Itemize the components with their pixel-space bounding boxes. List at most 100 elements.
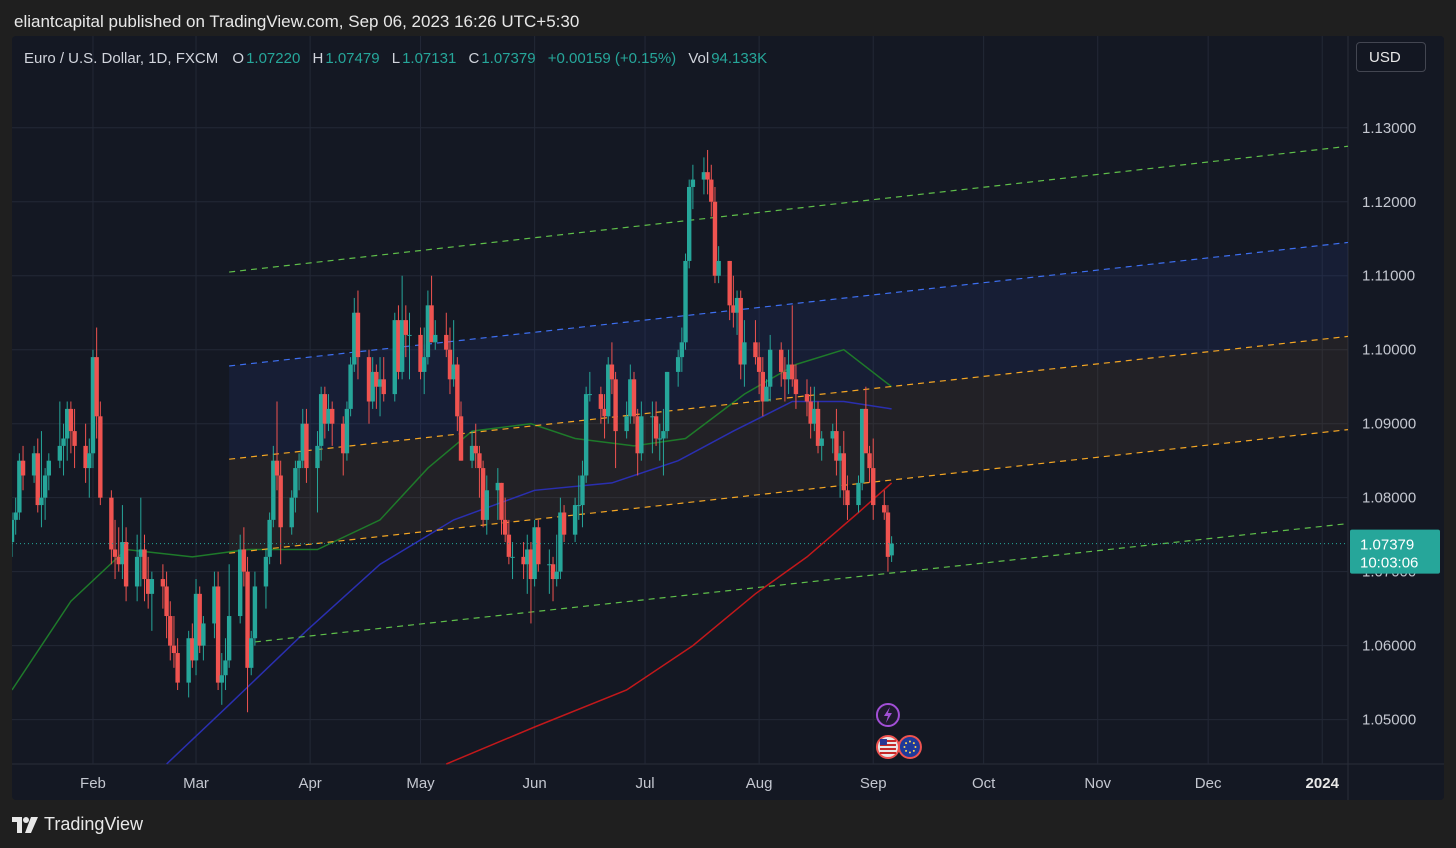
candle xyxy=(867,445,872,483)
chart-panel[interactable]: 1.050001.060001.070001.080001.090001.100… xyxy=(12,36,1444,800)
candle xyxy=(469,431,475,469)
x-tick-label: Sep xyxy=(860,775,887,792)
candle xyxy=(315,431,320,513)
x-tick-label: Nov xyxy=(1084,775,1111,792)
candle xyxy=(812,386,817,432)
close-value: 1.07379 xyxy=(481,50,536,67)
candle-body xyxy=(609,364,615,380)
candle-body xyxy=(215,586,221,683)
candle xyxy=(583,386,589,483)
candle-body xyxy=(812,408,817,424)
candle xyxy=(473,423,478,469)
candle-body xyxy=(561,512,567,535)
candle-body xyxy=(374,371,379,387)
candle-body xyxy=(764,386,769,402)
candle-body xyxy=(528,549,534,580)
candle xyxy=(738,290,743,380)
candle xyxy=(830,423,835,454)
candle-body xyxy=(506,534,512,557)
us-flag-event-icon[interactable] xyxy=(875,735,900,759)
candle-body xyxy=(871,468,876,506)
candle xyxy=(679,327,685,372)
eu-flag-event-icon[interactable] xyxy=(897,735,922,759)
candle-body xyxy=(602,408,607,417)
candle-body xyxy=(687,186,692,261)
candle-body xyxy=(675,357,681,372)
candle-body xyxy=(318,394,324,446)
candle xyxy=(444,312,449,358)
candle-body xyxy=(399,320,405,372)
candle-body xyxy=(293,468,298,498)
candle xyxy=(863,386,869,454)
candle-body xyxy=(716,260,721,276)
candle-body xyxy=(484,490,489,520)
candle xyxy=(249,630,254,676)
candle-body xyxy=(274,460,280,476)
candle-body xyxy=(341,423,346,454)
candle xyxy=(613,371,618,469)
tradingview-brand[interactable]: TradingView xyxy=(12,814,143,835)
candle xyxy=(712,186,718,284)
candle xyxy=(767,334,773,402)
lightning-event-icon[interactable] xyxy=(875,703,900,727)
candle-body xyxy=(451,364,456,380)
tradingview-logo-icon xyxy=(12,816,38,833)
candle xyxy=(653,401,659,446)
candle-body xyxy=(433,334,438,343)
candle-body xyxy=(392,320,397,395)
candle xyxy=(690,164,696,210)
candle xyxy=(609,342,615,395)
candle-body xyxy=(554,571,559,580)
candle-body xyxy=(145,579,151,594)
candle xyxy=(112,519,118,580)
candle xyxy=(624,401,629,439)
candle xyxy=(477,445,482,498)
candle xyxy=(628,364,633,424)
candle-body xyxy=(90,357,96,454)
candle xyxy=(374,364,379,409)
candle-body xyxy=(352,312,357,365)
candle xyxy=(425,290,431,365)
open-label: O xyxy=(232,50,245,67)
candle xyxy=(318,386,324,461)
candle-body xyxy=(882,505,887,513)
candle xyxy=(20,445,26,491)
candle xyxy=(120,505,125,580)
y-tick-label: 1.12000 xyxy=(1362,194,1416,211)
currency-button[interactable]: USD xyxy=(1356,42,1426,72)
candle xyxy=(525,534,530,594)
candle xyxy=(407,312,412,380)
candle-body xyxy=(635,416,640,454)
candle-body xyxy=(370,371,375,402)
candle-body xyxy=(808,401,813,424)
candle xyxy=(296,453,302,491)
candle-body xyxy=(348,364,353,409)
low-label: L xyxy=(391,50,401,67)
candle xyxy=(134,534,140,602)
candle xyxy=(433,320,438,350)
candle-body xyxy=(12,519,15,543)
candle xyxy=(550,556,556,602)
candle-body xyxy=(727,260,732,306)
candle-body xyxy=(790,364,795,380)
candle xyxy=(145,556,151,609)
channel-line-4 xyxy=(229,335,1349,460)
candle-body xyxy=(664,371,670,432)
candle xyxy=(418,327,423,380)
candle-body xyxy=(35,453,40,506)
candle xyxy=(164,571,169,639)
candle-body xyxy=(624,416,629,432)
candle xyxy=(790,305,795,387)
brand-name: TradingView xyxy=(44,814,144,834)
candle xyxy=(142,534,147,602)
candle xyxy=(782,357,788,402)
candlestick-chart[interactable]: 1.050001.060001.070001.080001.090001.100… xyxy=(12,36,1444,800)
candle xyxy=(245,556,250,713)
candle-body xyxy=(326,408,331,424)
candle xyxy=(455,357,460,432)
candle-body xyxy=(657,438,662,440)
candle-body xyxy=(786,364,791,380)
candle xyxy=(484,475,489,535)
candle-body xyxy=(837,453,843,461)
x-tick-label: 2024 xyxy=(1306,775,1340,792)
